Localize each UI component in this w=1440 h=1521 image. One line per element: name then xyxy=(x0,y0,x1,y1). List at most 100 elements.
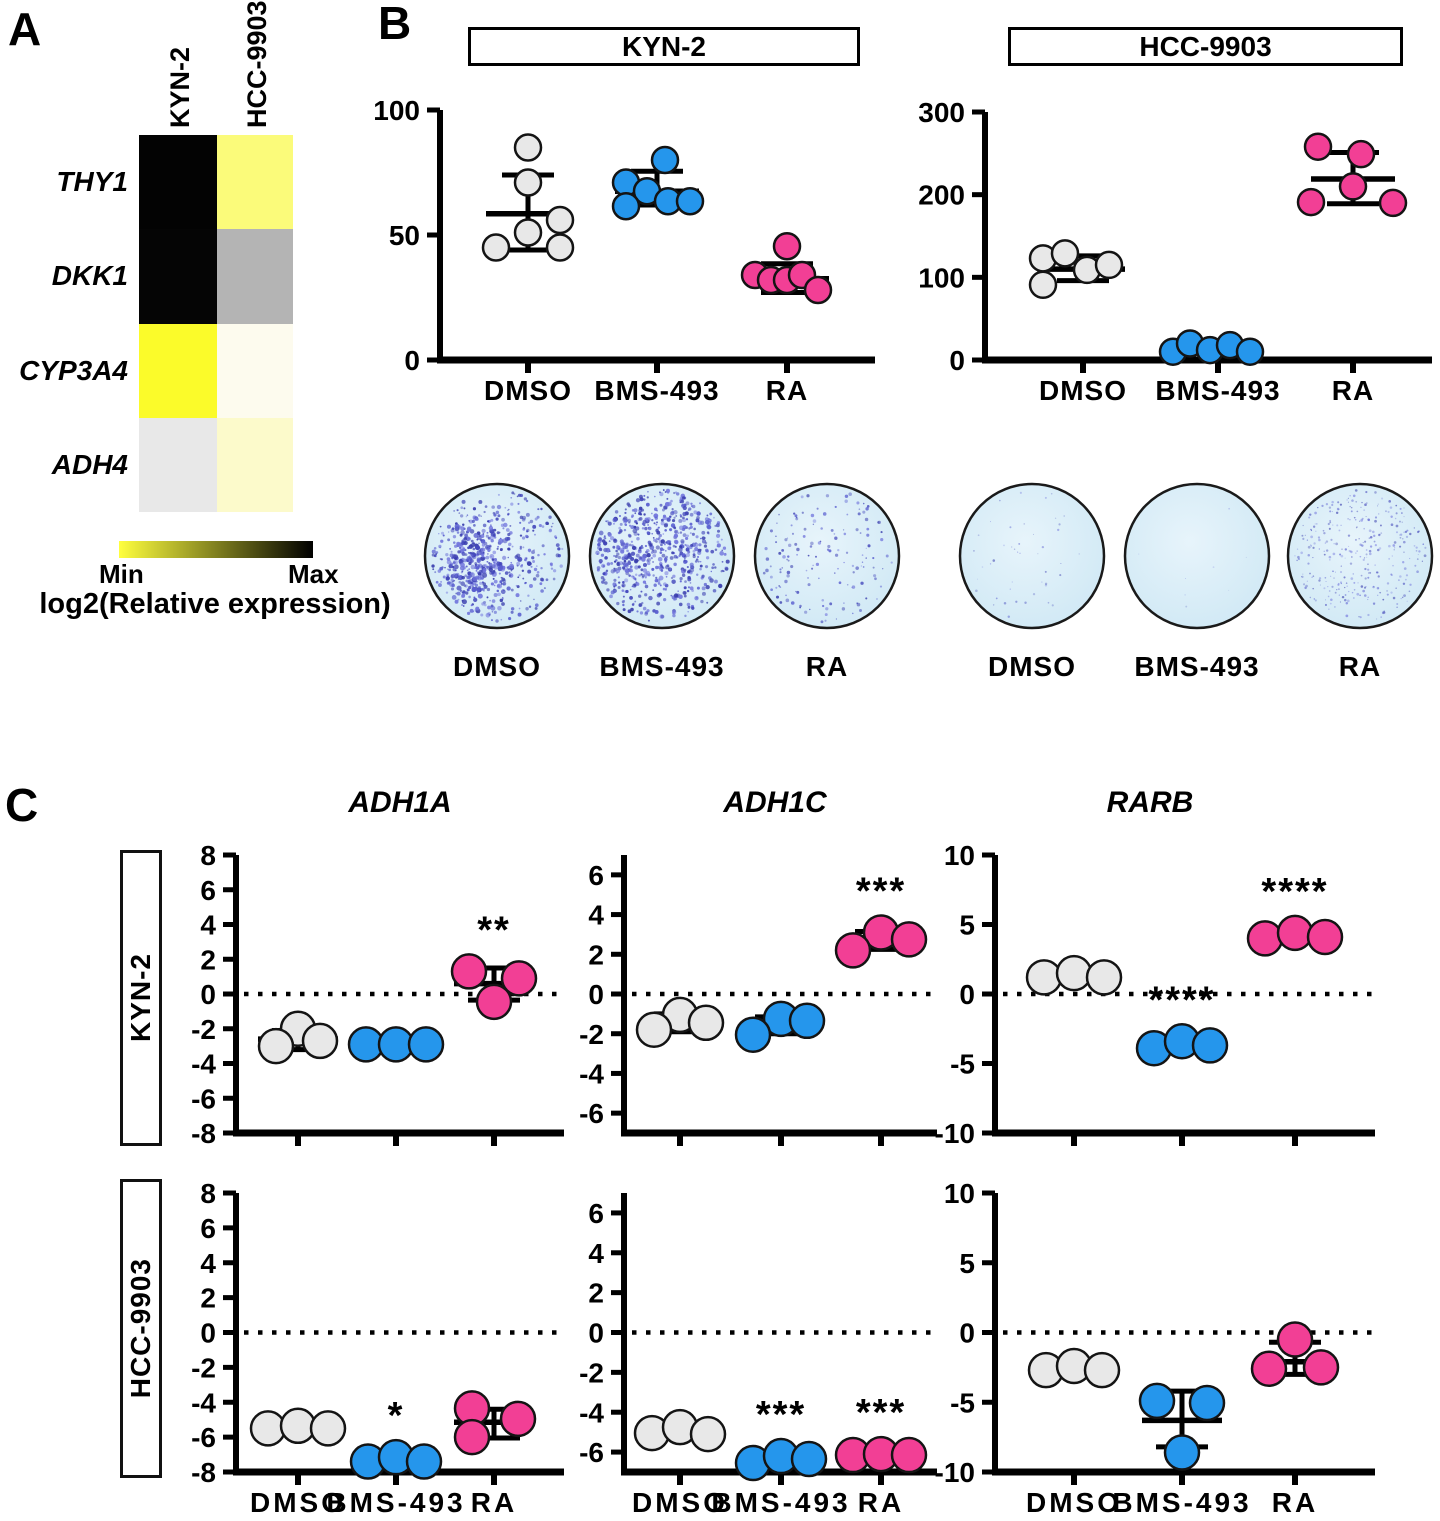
colony-dish-KYN-2-BMS-493: BMS-493 xyxy=(588,482,736,682)
significance-stars: * xyxy=(388,1395,405,1437)
chart-C-HCC-9903-ADH1C: -6 -4 -2 0 2 4 6 DMSO *** BMS-493 *** RA xyxy=(579,1193,937,1518)
scatter-group-DMSO xyxy=(257,1010,339,1065)
dish-label: DMSO xyxy=(988,651,1076,682)
data-point xyxy=(1188,1384,1226,1422)
significance-stars: *** xyxy=(856,1392,906,1434)
data-point xyxy=(650,145,680,175)
y-tick-label: -6 xyxy=(579,1437,604,1468)
y-tick-label: -8 xyxy=(191,1457,216,1488)
scatter-group-DMSO xyxy=(633,1408,727,1453)
data-point xyxy=(1246,920,1284,957)
y-tick-label: -10 xyxy=(935,1118,975,1149)
scatter-group-BMS-493: *** xyxy=(734,1394,828,1482)
legend-min-label: Min xyxy=(99,559,144,589)
scatter-group-RA: *** xyxy=(834,1392,928,1474)
y-tick-label: -4 xyxy=(579,1397,604,1428)
plot-title-hcc9903: HCC-9903 xyxy=(1139,30,1272,62)
x-category-label: DMSO xyxy=(632,1487,728,1518)
x-category-label: RA xyxy=(1332,375,1374,406)
y-tick-label: 4 xyxy=(200,1248,216,1279)
y-tick-label: 8 xyxy=(200,840,216,871)
colony-dish-HCC-9903-DMSO: DMSO xyxy=(958,482,1106,682)
scatter-group-DMSO xyxy=(1027,1347,1121,1389)
data-point xyxy=(500,960,538,997)
y-tick-label: -2 xyxy=(579,1019,604,1050)
chart-C-KYN-2-ADH1A: -8 -6-4 -2 0 24 6 8 ** xyxy=(191,840,564,1149)
data-point xyxy=(450,953,488,990)
data-point xyxy=(1083,1351,1121,1389)
data-point xyxy=(1085,959,1123,996)
data-point xyxy=(1163,1434,1201,1471)
gene-title-adh1c: ADH1C xyxy=(723,786,827,819)
y-tick-label: 0 xyxy=(959,979,975,1010)
data-point xyxy=(453,1418,491,1456)
dish-label: DMSO xyxy=(453,651,541,682)
data-point xyxy=(1276,1321,1314,1358)
data-point xyxy=(1276,914,1314,952)
y-tick-label: 6 xyxy=(200,875,216,906)
data-point xyxy=(790,1440,828,1478)
x-category-label: RA xyxy=(858,1487,904,1518)
x-category-label: RA xyxy=(471,1487,517,1518)
colony-dish-HCC-9903-RA: RA xyxy=(1286,482,1434,682)
y-tick-label: -6 xyxy=(191,1422,216,1453)
x-category-label: RA xyxy=(766,375,808,406)
data-point xyxy=(890,921,928,958)
y-tick-label: 6 xyxy=(200,1213,216,1244)
y-tick-label: 2 xyxy=(588,939,604,970)
data-point xyxy=(309,1410,347,1447)
significance-stars: **** xyxy=(1261,871,1328,913)
chart-C-HCC-9903-ADH1A: -8 -6 -4 -20 2 4 6 8 DMSO * BMS-493 RA xyxy=(191,1178,564,1518)
significance-stars: **** xyxy=(1148,979,1215,1021)
scatter-group-RA: *** xyxy=(834,870,928,969)
data-point xyxy=(1094,250,1124,280)
data-point xyxy=(689,1415,727,1453)
data-point xyxy=(1138,1382,1176,1420)
data-point xyxy=(1306,918,1344,956)
heatmap-legend-title: log2(Relative expression) xyxy=(39,588,391,620)
x-category-label: DMSO xyxy=(484,375,572,406)
scatter-group-BMS-493 xyxy=(611,145,705,221)
panel-a-label: A xyxy=(8,3,42,55)
data-point xyxy=(513,168,543,197)
chart-B-HCC-9903: 0 100 200 300 DMSO BMS-493 RA xyxy=(918,97,1432,406)
data-point xyxy=(611,192,641,221)
chart-C-KYN-2-RARB: -10 -5 0 5 10 **** **** xyxy=(935,840,1375,1149)
scatter-group-RA xyxy=(740,232,833,305)
scatter-group-DMSO xyxy=(249,1407,347,1447)
scatter-group-RA xyxy=(453,1390,537,1456)
y-tick-label: 100 xyxy=(373,95,420,126)
data-point xyxy=(1302,1349,1340,1386)
x-category-label: DMSO xyxy=(1026,1487,1122,1518)
scatter-group-BMS-493 xyxy=(1138,1382,1226,1471)
x-category-label: BMS-493 xyxy=(1155,375,1280,406)
y-tick-label: -6 xyxy=(191,1083,216,1114)
x-category-label: BMS-493 xyxy=(326,1487,465,1518)
y-tick-label: -2 xyxy=(191,1014,216,1045)
heatmap-cell-ADH4-HCC-9903 xyxy=(217,418,293,512)
y-tick-label: 0 xyxy=(200,1318,216,1349)
y-tick-label: 4 xyxy=(588,1238,604,1269)
y-tick-label: 2 xyxy=(588,1278,604,1309)
scatter-group-RA xyxy=(1250,1321,1340,1388)
data-point xyxy=(1346,139,1376,169)
x-category-label: BMS-493 xyxy=(1112,1487,1251,1518)
chart-B-KYN-2: 0 50 100 DMSO BMS-493 RA xyxy=(373,95,875,406)
y-tick-label: 4 xyxy=(588,900,604,931)
x-category-label: DMSO xyxy=(250,1487,346,1518)
colony-dish-HCC-9903-BMS-493: BMS-493 xyxy=(1123,482,1271,682)
y-tick-label: 5 xyxy=(959,910,975,941)
dish-outline xyxy=(1123,482,1271,630)
gene-title-adh1a: ADH1A xyxy=(348,786,452,819)
heatmap-row-label-DKK1: DKK1 xyxy=(51,260,128,292)
data-point xyxy=(788,1002,826,1040)
chart-C-KYN-2-ADH1C: -6 -4 -2 0 2 4 6 *** xyxy=(579,855,937,1146)
y-tick-label: -5 xyxy=(950,1049,975,1080)
y-tick-label: 300 xyxy=(918,97,965,128)
data-point xyxy=(1250,1350,1288,1388)
data-point xyxy=(772,232,802,261)
y-tick-label: 0 xyxy=(588,1318,604,1349)
